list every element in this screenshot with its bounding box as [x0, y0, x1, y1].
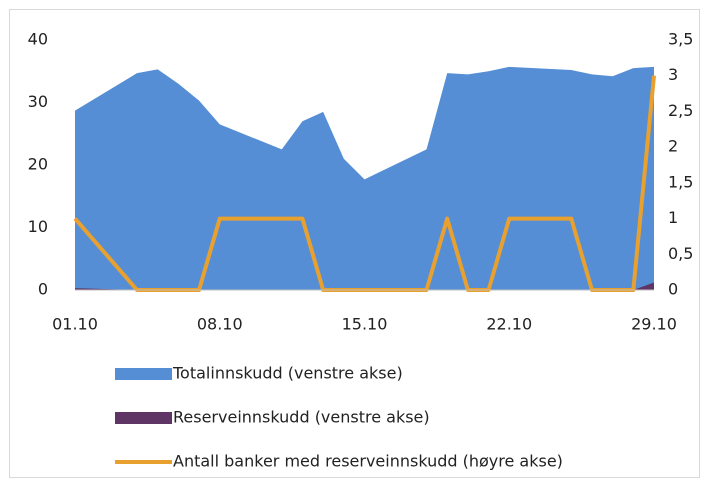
legend-label: Antall banker med reserveinnskudd (høyre… [173, 452, 563, 471]
x-tick-label: 22.10 [486, 315, 532, 334]
legend-swatch [115, 412, 172, 424]
y-tick-label: 20 [28, 155, 48, 174]
y2-tick-label: 3,5 [668, 30, 693, 49]
legend-label: Totalinnskudd (venstre akse) [172, 364, 403, 383]
legend-swatch [115, 368, 172, 380]
y2-tick-label: 0 [668, 280, 678, 299]
y2-tick-label: 2,5 [668, 101, 693, 120]
y2-tick-label: 1 [668, 208, 678, 227]
y-tick-label: 0 [38, 280, 48, 299]
y2-tick-label: 3 [668, 65, 678, 84]
x-tick-label: 15.10 [342, 315, 388, 334]
y2-tick-label: 2 [668, 137, 678, 156]
y-tick-label: 40 [28, 30, 48, 49]
x-tick-label: 01.10 [52, 315, 98, 334]
x-tick-label: 29.10 [631, 315, 677, 334]
legend-label: Reserveinnskudd (venstre akse) [173, 408, 430, 427]
y2-tick-label: 1,5 [668, 172, 693, 191]
y2-tick-label: 0,5 [668, 244, 693, 263]
x-tick-label: 08.10 [197, 315, 243, 334]
y-tick-label: 10 [28, 217, 48, 236]
area [75, 66, 654, 290]
y-tick-label: 30 [28, 92, 48, 111]
chart-border [9, 9, 700, 478]
